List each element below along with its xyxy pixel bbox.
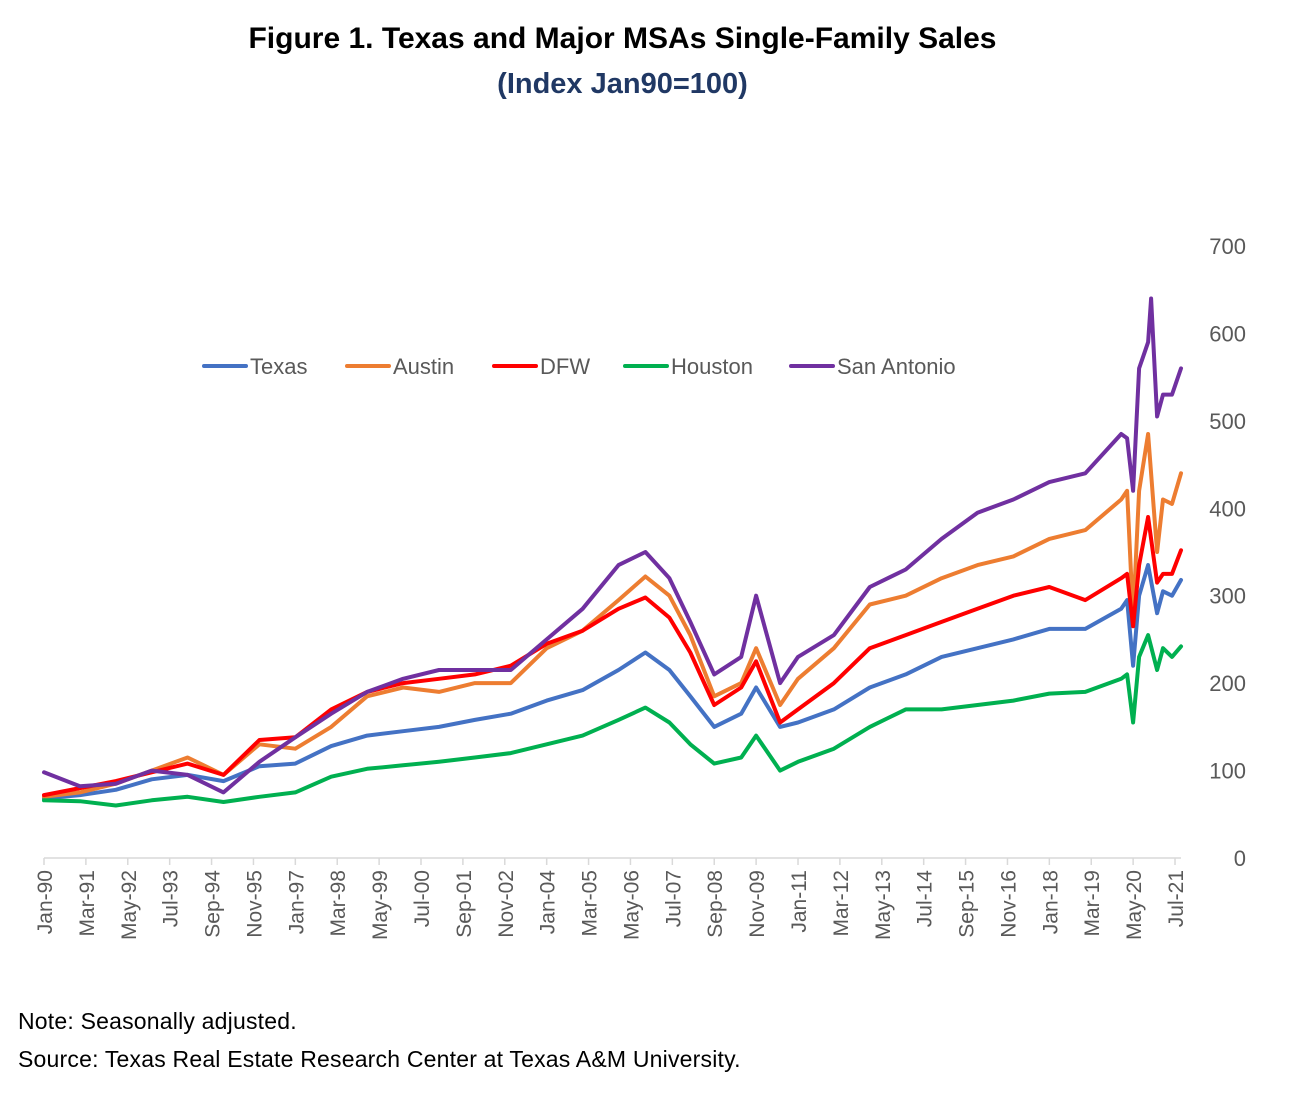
x-tick-label: Nov-09 xyxy=(746,870,769,938)
legend-label: San Antonio xyxy=(837,354,956,379)
legend-label: DFW xyxy=(540,354,590,379)
y-tick-label: 100 xyxy=(1209,759,1246,784)
x-axis: Jan-90 Mar-91 May-92 Jul-93 Sep-94 Nov-95 Jan-… xyxy=(34,857,1188,940)
legend-label: Austin xyxy=(393,354,454,379)
legend-label: Texas xyxy=(250,354,307,379)
x-tick-label: Mar-98 xyxy=(327,870,350,937)
x-tick-label: Sep-08 xyxy=(704,870,727,938)
x-tick-label: Jan-97 xyxy=(285,870,308,934)
x-tick-label: May-06 xyxy=(620,870,643,940)
y-tick-label: 300 xyxy=(1209,584,1246,609)
x-tick-label: Jan-18 xyxy=(1039,870,1062,934)
chart-title: Figure 1. Texas and Major MSAs Single-Fa… xyxy=(248,22,997,55)
x-tick-label: May-13 xyxy=(872,870,895,940)
x-tick-label: Jan-04 xyxy=(537,870,560,935)
y-tick-label: 400 xyxy=(1209,496,1246,521)
legend-label: Houston xyxy=(671,354,753,379)
x-tick-label: Nov-16 xyxy=(997,870,1020,938)
x-tick-label: Jul-93 xyxy=(160,870,183,927)
x-tick-label: Jul-07 xyxy=(662,870,685,927)
series-line-dfw xyxy=(42,515,1183,798)
y-tick-label: 500 xyxy=(1209,409,1246,434)
x-tick-label: Nov-02 xyxy=(495,870,518,938)
y-tick-label: 0 xyxy=(1234,846,1246,871)
x-tick-label: Nov-95 xyxy=(243,870,266,938)
series-line-houston xyxy=(42,633,1183,808)
x-tick-label: Jul-14 xyxy=(914,870,937,928)
chart-note: Note: Seasonally adjusted. xyxy=(18,1008,297,1034)
y-tick-label: 600 xyxy=(1209,321,1246,346)
x-tick-label: May-92 xyxy=(118,870,141,940)
legend: Texas Austin DFW Houston San Antonio xyxy=(202,354,956,379)
x-tick-label: May-20 xyxy=(1123,870,1146,940)
x-tick-label: Jan-90 xyxy=(34,870,57,934)
x-tick-label: Mar-05 xyxy=(579,870,602,937)
y-axis: 0 100 200 300 400 500 600 700 xyxy=(1209,234,1246,871)
x-tick-label: Jul-00 xyxy=(411,870,434,927)
x-tick-label: Jul-21 xyxy=(1165,870,1188,927)
x-tick-label: Mar-91 xyxy=(76,870,99,937)
x-tick-label: Jan-11 xyxy=(788,870,811,933)
chart-source: Source: Texas Real Estate Research Cente… xyxy=(18,1046,741,1072)
line-chart: Jan-90 Mar-91 May-92 Jul-93 Sep-94 Nov-95 Jan-… xyxy=(34,234,1246,940)
x-tick-label: Sep-15 xyxy=(956,870,979,938)
x-tick-label: Sep-01 xyxy=(453,870,476,938)
y-tick-label: 700 xyxy=(1209,234,1246,259)
chart-subtitle: (Index Jan90=100) xyxy=(497,68,748,100)
series-line-san-antonio xyxy=(42,296,1183,795)
y-tick-label: 200 xyxy=(1209,671,1246,696)
series-line-austin xyxy=(42,432,1183,799)
x-tick-label: Mar-12 xyxy=(830,870,853,937)
plot-lines xyxy=(42,296,1183,808)
x-tick-label: Mar-19 xyxy=(1081,870,1104,937)
x-tick-label: May-99 xyxy=(369,870,392,940)
x-tick-label: Sep-94 xyxy=(202,870,225,938)
series-line-texas xyxy=(42,563,1183,801)
